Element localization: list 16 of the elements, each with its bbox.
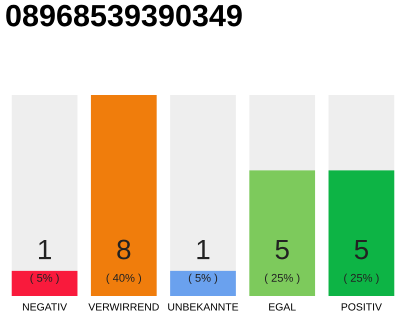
annotation: ( 5% )	[188, 274, 218, 284]
x-tick-label: NEGATIV	[22, 303, 68, 311]
annotation: ( 25% )	[344, 274, 379, 284]
x-tick-label: VERWIRREND	[88, 303, 159, 310]
x-tick-label: EGAL	[269, 303, 296, 311]
annotation: ( 25% )	[264, 274, 300, 284]
chart-title: 08968539390349	[6, 4, 242, 26]
data-label: 5	[276, 240, 289, 260]
annotation: ( 40% )	[106, 274, 142, 284]
data-label: 5	[354, 240, 368, 260]
x-tick-label: POSITIV	[342, 303, 382, 311]
data-label: 1	[38, 240, 51, 260]
x-tick-label: UNBEKANNTE	[168, 303, 238, 311]
data-label: 1	[197, 240, 210, 260]
annotation: ( 5% )	[30, 274, 59, 284]
data-label: 8	[117, 240, 130, 260]
